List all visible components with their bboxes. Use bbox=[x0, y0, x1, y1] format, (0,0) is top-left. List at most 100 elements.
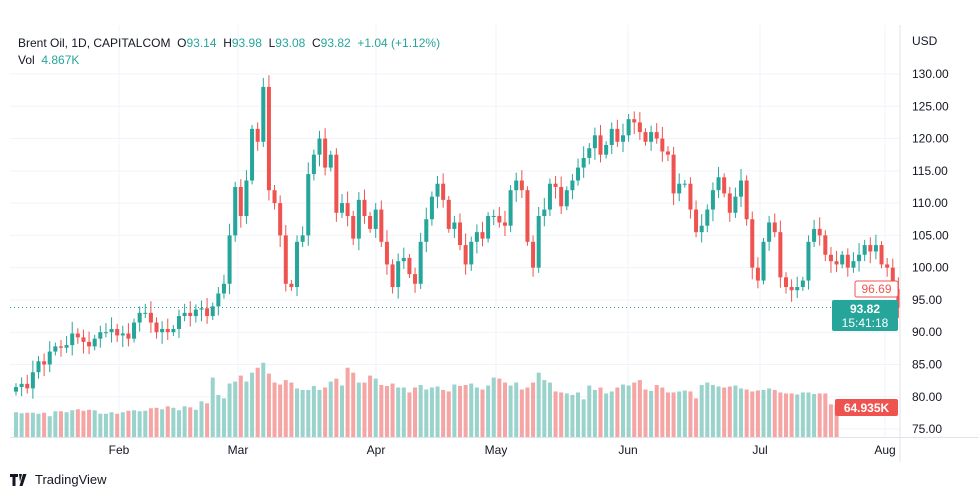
candle-body bbox=[413, 274, 418, 284]
low-value: 93.08 bbox=[275, 36, 306, 50]
candle-body bbox=[761, 241, 766, 281]
candle-body bbox=[609, 128, 614, 146]
volume-bar bbox=[379, 385, 384, 437]
candle-body bbox=[845, 254, 850, 268]
candle-body bbox=[87, 341, 92, 347]
volume-bar bbox=[474, 387, 479, 437]
volume-bar bbox=[401, 387, 406, 437]
candle-body bbox=[576, 167, 581, 181]
last-price-value: 93.82 bbox=[850, 302, 880, 316]
volume-bar bbox=[424, 389, 429, 437]
volume-bar bbox=[413, 387, 418, 437]
candle-body bbox=[643, 132, 648, 142]
candle-body bbox=[778, 232, 783, 278]
volume-bar bbox=[278, 384, 283, 437]
candle-body bbox=[132, 322, 137, 339]
candle-body bbox=[205, 308, 210, 317]
candle-body bbox=[525, 190, 530, 242]
volume-bar bbox=[531, 382, 536, 437]
volume-bar bbox=[362, 382, 367, 437]
price-tick-label: 75.00 bbox=[912, 422, 942, 436]
price-tick-label: 115.00 bbox=[912, 164, 948, 178]
chart-legend: Brent Oil, 1D, CAPITALCOM O93.14 H93.98 … bbox=[18, 35, 440, 69]
volume-bar bbox=[491, 377, 496, 437]
candle-body bbox=[70, 333, 75, 346]
volume-bar bbox=[238, 375, 243, 437]
candle-body bbox=[233, 186, 238, 236]
volume-bar bbox=[81, 410, 86, 437]
tradingview-logo[interactable]: TradingView bbox=[10, 472, 107, 487]
high-label: H bbox=[223, 36, 232, 50]
volume-bar bbox=[699, 385, 704, 437]
candle-body bbox=[497, 216, 502, 223]
candle-body bbox=[694, 209, 699, 233]
candle-body bbox=[289, 283, 294, 288]
volume-bar bbox=[143, 410, 148, 437]
volume-bar bbox=[199, 401, 204, 437]
time-axis[interactable]: Feb Mar Apr May Jun Jul Aug bbox=[109, 443, 896, 457]
candle-body bbox=[238, 186, 243, 217]
candle-body bbox=[81, 337, 86, 342]
volume-bar bbox=[368, 375, 373, 437]
candle-body bbox=[654, 132, 659, 139]
volume-bar bbox=[323, 387, 328, 437]
volume-bar bbox=[441, 389, 446, 437]
candle-body bbox=[193, 309, 198, 317]
volume-bar bbox=[716, 386, 721, 437]
volume-bar bbox=[497, 378, 502, 437]
candle-body bbox=[120, 333, 125, 336]
candle-body bbox=[199, 308, 204, 310]
volume-bar bbox=[42, 412, 47, 437]
price-tick-label: 125.00 bbox=[912, 99, 949, 113]
candles bbox=[14, 75, 901, 399]
volume-bar bbox=[514, 382, 519, 437]
volume-bar bbox=[19, 413, 24, 437]
volume-bar bbox=[615, 387, 620, 437]
candle-body bbox=[441, 183, 446, 200]
volume-bar bbox=[705, 382, 710, 437]
volume-bar bbox=[660, 387, 665, 437]
candle-body bbox=[840, 254, 845, 265]
candle-body bbox=[705, 209, 710, 226]
volume-bar bbox=[609, 391, 614, 437]
candle-body bbox=[278, 203, 283, 236]
volume-bar bbox=[587, 385, 592, 437]
volume-bar bbox=[665, 392, 670, 437]
volume-bar bbox=[137, 411, 142, 437]
symbol-title[interactable]: Brent Oil, 1D, CAPITALCOM bbox=[18, 36, 171, 50]
time-tick-label: Jun bbox=[618, 443, 637, 457]
volume-bar bbox=[182, 406, 187, 437]
time-tick-label: May bbox=[485, 443, 508, 457]
volume-bar bbox=[345, 367, 350, 437]
volume-bar bbox=[744, 389, 749, 437]
candle-body bbox=[47, 351, 52, 365]
candle-body bbox=[581, 157, 586, 168]
candle-body bbox=[165, 328, 170, 333]
price-tick-label: 90.00 bbox=[912, 325, 942, 339]
volume-bar bbox=[435, 386, 440, 437]
volume-bar bbox=[109, 412, 114, 437]
candle-body bbox=[739, 180, 744, 197]
grid bbox=[10, 25, 900, 437]
volume-bar bbox=[564, 393, 569, 437]
volume-bar bbox=[637, 380, 642, 437]
candle-body bbox=[491, 216, 496, 218]
candle-body bbox=[244, 180, 249, 217]
volume-bar bbox=[126, 410, 131, 437]
price-axis[interactable]: 130.00 125.00 120.00 115.00 110.00 105.00 100.… bbox=[912, 67, 949, 436]
volume-bar bbox=[783, 393, 788, 437]
volume-bar bbox=[581, 399, 586, 437]
prev-close-badge: 96.69 bbox=[854, 280, 899, 298]
candle-body bbox=[553, 183, 558, 187]
last-price-badge: 93.82 15:41:18 bbox=[832, 300, 898, 331]
volume-bar bbox=[14, 412, 19, 437]
tradingview-icon bbox=[10, 473, 27, 486]
candle-body bbox=[429, 196, 434, 220]
volume-bar bbox=[452, 384, 457, 437]
volume-bar bbox=[244, 381, 249, 437]
candle-body bbox=[823, 235, 828, 255]
candle-body bbox=[92, 338, 97, 347]
candle-body bbox=[36, 361, 41, 373]
candle-body bbox=[885, 264, 890, 268]
